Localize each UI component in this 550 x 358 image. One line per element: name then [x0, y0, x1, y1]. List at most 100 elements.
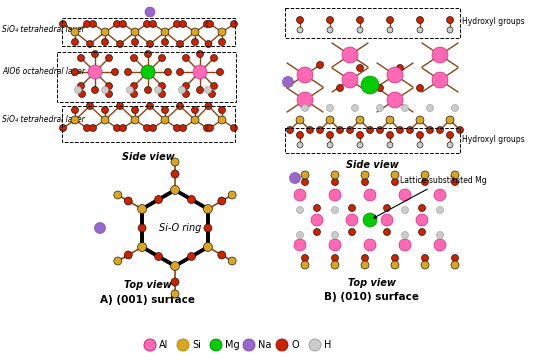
- Text: O: O: [291, 340, 299, 350]
- Circle shape: [314, 228, 321, 236]
- Text: A) (001) surface: A) (001) surface: [101, 295, 195, 305]
- Bar: [57, 52, 236, 102]
- Circle shape: [402, 207, 409, 213]
- Circle shape: [309, 339, 321, 351]
- Circle shape: [228, 257, 236, 265]
- Circle shape: [191, 116, 199, 124]
- Circle shape: [173, 20, 180, 28]
- Circle shape: [196, 50, 204, 58]
- Circle shape: [417, 27, 423, 33]
- Circle shape: [130, 54, 138, 62]
- Circle shape: [211, 82, 217, 90]
- Circle shape: [84, 125, 91, 131]
- Circle shape: [447, 131, 454, 139]
- Circle shape: [179, 125, 186, 131]
- Circle shape: [416, 131, 424, 139]
- Circle shape: [91, 50, 98, 58]
- Circle shape: [452, 255, 459, 261]
- Circle shape: [296, 131, 304, 139]
- Circle shape: [452, 179, 459, 185]
- Text: SiO₄ tetrahedral layer: SiO₄ tetrahedral layer: [2, 116, 85, 125]
- Circle shape: [113, 125, 120, 131]
- Circle shape: [79, 91, 85, 97]
- Circle shape: [416, 16, 424, 24]
- Circle shape: [451, 171, 459, 179]
- Circle shape: [71, 116, 79, 124]
- Circle shape: [437, 232, 443, 238]
- Text: Lattice-substituted Mg: Lattice-substituted Mg: [373, 176, 487, 218]
- Bar: [285, 8, 460, 38]
- Circle shape: [437, 207, 443, 213]
- Circle shape: [421, 171, 429, 179]
- Circle shape: [356, 16, 364, 24]
- Circle shape: [59, 125, 67, 131]
- Circle shape: [74, 87, 81, 93]
- Circle shape: [218, 106, 226, 113]
- Circle shape: [316, 126, 323, 134]
- Circle shape: [101, 28, 109, 36]
- Circle shape: [204, 125, 211, 131]
- Circle shape: [283, 77, 294, 87]
- Circle shape: [145, 7, 155, 17]
- Circle shape: [171, 290, 179, 298]
- Circle shape: [144, 20, 151, 28]
- Circle shape: [191, 106, 199, 113]
- Circle shape: [161, 28, 169, 36]
- Circle shape: [432, 72, 448, 88]
- Circle shape: [311, 214, 323, 226]
- Bar: [62, 106, 235, 142]
- Circle shape: [301, 261, 309, 269]
- Text: Top view: Top view: [124, 280, 172, 290]
- Circle shape: [276, 339, 288, 351]
- Circle shape: [170, 261, 179, 271]
- Text: Si: Si: [192, 340, 201, 350]
- Circle shape: [155, 252, 163, 261]
- Circle shape: [342, 47, 358, 63]
- Circle shape: [155, 87, 162, 93]
- Text: AlO6 octahedral layer: AlO6 octahedral layer: [2, 68, 85, 77]
- Circle shape: [177, 102, 184, 110]
- Circle shape: [296, 116, 304, 124]
- Circle shape: [301, 179, 309, 185]
- Circle shape: [124, 68, 131, 76]
- Circle shape: [138, 204, 147, 213]
- Circle shape: [294, 239, 306, 251]
- Circle shape: [452, 105, 459, 111]
- Circle shape: [361, 76, 379, 94]
- Circle shape: [297, 67, 313, 83]
- Circle shape: [183, 82, 190, 90]
- Circle shape: [177, 40, 184, 48]
- Circle shape: [158, 82, 166, 90]
- Circle shape: [59, 20, 67, 28]
- Circle shape: [158, 54, 166, 62]
- Circle shape: [191, 39, 199, 45]
- Circle shape: [158, 91, 166, 97]
- Circle shape: [124, 197, 132, 205]
- Circle shape: [193, 65, 207, 79]
- Circle shape: [106, 82, 113, 90]
- Circle shape: [126, 87, 134, 93]
- Circle shape: [417, 142, 423, 148]
- Circle shape: [145, 50, 151, 58]
- Circle shape: [124, 251, 132, 259]
- Circle shape: [327, 142, 333, 148]
- Circle shape: [346, 126, 354, 134]
- Circle shape: [361, 261, 369, 269]
- Circle shape: [177, 339, 189, 351]
- Circle shape: [90, 125, 96, 131]
- Circle shape: [171, 170, 179, 178]
- Circle shape: [397, 64, 404, 72]
- Circle shape: [364, 189, 376, 201]
- Circle shape: [332, 207, 338, 213]
- Circle shape: [329, 239, 341, 251]
- Circle shape: [416, 214, 428, 226]
- Circle shape: [113, 20, 120, 28]
- Circle shape: [204, 242, 212, 252]
- Circle shape: [205, 87, 212, 93]
- Circle shape: [170, 185, 179, 194]
- Circle shape: [451, 261, 459, 269]
- Text: Side view: Side view: [122, 152, 174, 162]
- Circle shape: [131, 39, 139, 45]
- Text: Al: Al: [159, 340, 168, 350]
- Circle shape: [217, 68, 223, 76]
